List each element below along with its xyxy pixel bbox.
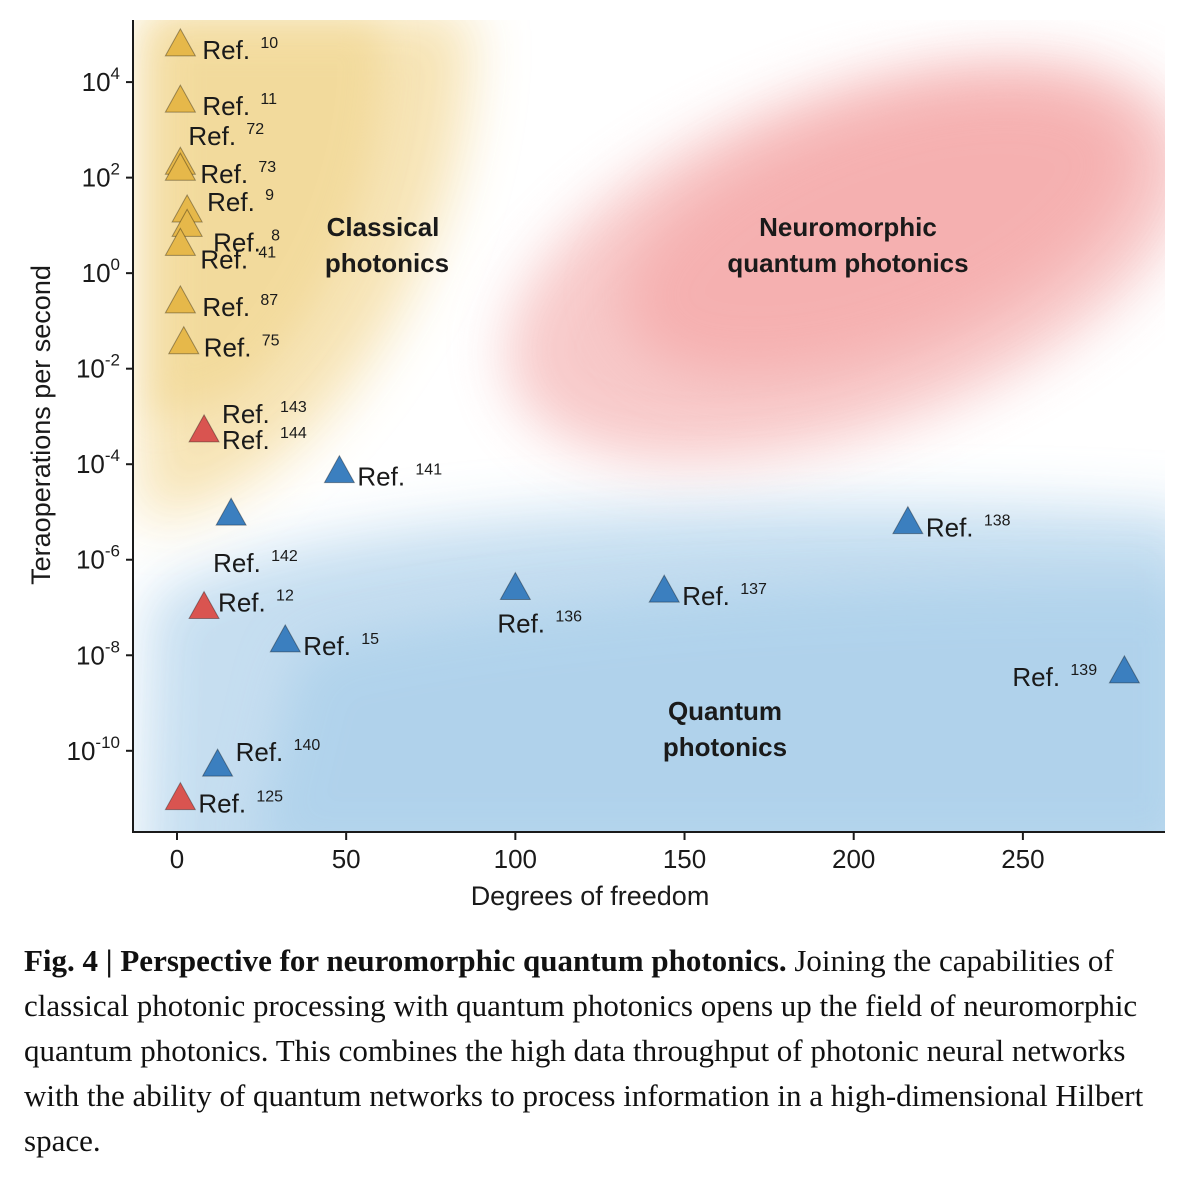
marker-neuromorphic-ref-12 (188, 590, 220, 620)
marker-classical-ref-11 (164, 84, 197, 113)
neuromorphic-label-line2: quantum photonics (727, 248, 968, 278)
point-label-ref-144: Ref. (222, 425, 270, 455)
point-label-ref-87: Ref. (202, 292, 250, 322)
y-tick-label: 100 (82, 255, 120, 288)
quantum-label-line2: photonics (663, 732, 787, 762)
point-ref-number-144: 144 (280, 425, 307, 442)
point-label-ref-9: Ref. (207, 187, 255, 217)
point-ref-number-87: 87 (260, 292, 278, 309)
x-ticks: 0 50 100 150 200 250 (170, 832, 1045, 874)
marker-quantum-ref-141 (323, 454, 356, 484)
point-label-ref-140: Ref. (236, 737, 284, 767)
marker-quantum-ref-139 (1108, 654, 1141, 684)
marker-classical-ref-75 (167, 325, 200, 355)
axes (132, 20, 1165, 833)
point-ref-number-8: 8 (271, 227, 280, 244)
marker-quantum-ref-138 (891, 505, 924, 535)
point-label-ref-136: Ref. (497, 608, 545, 638)
point-ref-number-72: 72 (246, 121, 264, 138)
point-ref-number-73: 73 (258, 159, 276, 176)
marker-neuromorphic-ref-143 (188, 413, 220, 443)
x-tick-label: 50 (332, 844, 361, 874)
point-ref-number-137: 137 (740, 581, 767, 598)
x-tick-label: 250 (1001, 844, 1044, 874)
point-label-ref-125: Ref. (198, 789, 246, 819)
x-tick-label: 100 (494, 844, 537, 874)
y-tick-label: 10-8 (76, 637, 120, 670)
caption-text: Joining the capabilities of classical ph… (24, 943, 1144, 1158)
marker-quantum-ref-15 (269, 623, 302, 653)
x-tick-label: 200 (832, 844, 875, 874)
y-tick-label: 102 (82, 160, 120, 193)
marker-quantum-ref-136 (499, 571, 532, 600)
point-label-ref-10: Ref. (202, 35, 250, 65)
background-regions (140, 20, 1165, 832)
point-label-ref-41: Ref. (200, 244, 248, 274)
point-ref-number-140: 140 (294, 737, 321, 754)
marker-quantum-ref-137 (648, 574, 681, 603)
point-ref-number-139: 139 (1070, 662, 1097, 679)
marker-classical-ref-73 (164, 152, 197, 181)
x-tick-label: 0 (170, 844, 184, 874)
point-ref-number-41: 41 (258, 244, 276, 261)
region-classical (140, 20, 472, 520)
point-label-ref-138: Ref. (926, 513, 974, 543)
markers (164, 27, 1141, 811)
region-neuromorphic (506, 58, 1165, 462)
neuromorphic-label-line1: Neuromorphic (759, 212, 937, 242)
point-ref-number-136: 136 (555, 608, 582, 625)
chart: Classical photonics Neuromorphic quantum… (26, 20, 1165, 911)
point-ref-number-9: 9 (265, 187, 274, 204)
y-tick-label: 10-2 (76, 351, 120, 384)
point-label-ref-12: Ref. (218, 588, 266, 618)
point-ref-number-142: 142 (271, 548, 298, 565)
classical-label-line2: photonics (325, 248, 449, 278)
point-label-ref-142: Ref. (213, 548, 261, 578)
marker-classical-ref-8 (171, 208, 203, 237)
point-ref-number-141: 141 (415, 462, 442, 479)
point-label-ref-141: Ref. (357, 462, 405, 492)
marker-classical-ref-41 (164, 227, 197, 256)
region-labels: Classical photonics Neuromorphic quantum… (325, 212, 969, 762)
figure-caption: Fig. 4 | Perspective for neuromorphic qu… (24, 938, 1184, 1163)
point-ref-number-11: 11 (260, 91, 277, 108)
point-label-ref-137: Ref. (682, 581, 730, 611)
caption-label: Fig. 4 | Perspective for neuromorphic qu… (24, 943, 787, 978)
region-classical-core (150, 20, 382, 420)
point-label-ref-75: Ref. (204, 333, 252, 363)
point-label-ref-8: Ref. (213, 227, 261, 257)
y-tick-label: 10-4 (76, 446, 120, 479)
classical-label-line1: Classical (327, 212, 440, 242)
point-ref-number-75: 75 (262, 333, 280, 350)
region-quantum-photonics (142, 505, 1165, 832)
marker-neuromorphic-ref-125 (164, 781, 197, 811)
point-label-ref-72: Ref. (188, 121, 236, 151)
y-tick-label: 10-10 (67, 733, 121, 766)
marker-quantum-ref-140 (201, 748, 234, 777)
point-ref-number-138: 138 (984, 513, 1011, 530)
y-tick-label: 104 (82, 64, 120, 97)
marker-classical-ref-87 (164, 284, 197, 314)
marker-classical-ref-10 (164, 27, 197, 57)
point-label-ref-143: Ref. (222, 399, 270, 429)
point-ref-number-125: 125 (256, 789, 283, 806)
x-axis-title: Degrees of freedom (471, 881, 710, 911)
point-label-ref-15: Ref. (303, 631, 351, 661)
y-ticks: 104 102 100 10-2 10-4 10-6 10-8 10-10 (67, 64, 133, 766)
y-axis-title: Teraoperations per second (26, 265, 56, 585)
point-ref-number-15: 15 (361, 631, 379, 648)
region-neuromorphic-core (622, 84, 1138, 376)
point-ref-number-143: 143 (280, 399, 307, 416)
point-label-ref-11: Ref. (202, 91, 250, 121)
quantum-label-line1: Quantum (668, 696, 782, 726)
x-tick-label: 150 (663, 844, 706, 874)
point-ref-number-12: 12 (276, 588, 294, 605)
y-tick-label: 10-6 (76, 542, 120, 575)
point-label-ref-73: Ref. (200, 159, 248, 189)
marker-quantum-ref-142 (215, 497, 247, 526)
point-ref-number-10: 10 (260, 35, 278, 52)
region-quantum-core (256, 580, 1165, 832)
point-label-ref-139: Ref. (1012, 662, 1060, 692)
